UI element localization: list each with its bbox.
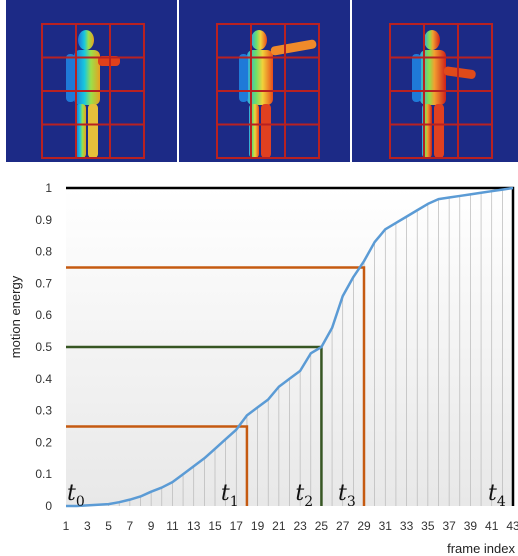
t4-subscript: 4 bbox=[497, 494, 506, 510]
depth-frames-strip bbox=[6, 0, 518, 162]
x-tick-label: 23 bbox=[293, 519, 307, 533]
x-tick-label: 29 bbox=[357, 519, 371, 533]
t2-subscript: 2 bbox=[304, 494, 313, 510]
threshold-guide-t3 bbox=[66, 266, 366, 506]
x-tick-label: 3 bbox=[84, 519, 91, 533]
y-tick-label: 0.3 bbox=[35, 404, 52, 418]
x-tick-label: 31 bbox=[379, 519, 393, 533]
y-tick-label: 0.7 bbox=[35, 276, 52, 290]
y-tick-label: 0.8 bbox=[35, 245, 52, 259]
t3-subscript: 3 bbox=[347, 494, 356, 510]
left-arm bbox=[66, 54, 75, 102]
depth-frame-3 bbox=[352, 0, 518, 162]
x-tick-label: 19 bbox=[251, 519, 265, 533]
x-tick-label: 5 bbox=[105, 519, 112, 533]
right-arm bbox=[270, 39, 317, 56]
x-tick-label: 11 bbox=[166, 519, 179, 533]
x-tick-label: 43 bbox=[506, 519, 518, 533]
x-tick-label: 9 bbox=[148, 519, 155, 533]
t1-subscript: 1 bbox=[230, 494, 239, 510]
y-axis-label: motion energy bbox=[8, 275, 23, 358]
x-tick-label: 13 bbox=[187, 519, 201, 533]
right-leg bbox=[88, 104, 98, 158]
x-tick-label: 7 bbox=[127, 519, 134, 533]
head bbox=[78, 30, 94, 50]
grid-overlay bbox=[41, 23, 145, 159]
left-arm bbox=[239, 54, 248, 102]
left-leg bbox=[76, 104, 86, 158]
y-tick-label: 0.1 bbox=[35, 467, 52, 481]
chart-svg: 00.10.20.30.40.50.60.70.80.911 3 5 7 9 11 13 15… bbox=[8, 181, 518, 556]
right-arm bbox=[443, 66, 476, 79]
x-axis-ticks: 1 3 5 7 9 11 13 15 17 19 21 23 25 27 29 31 33 35 37 39 41 43 bbox=[63, 519, 518, 533]
y-tick-label: 0.2 bbox=[35, 435, 52, 449]
x-tick-label: 39 bbox=[464, 519, 478, 533]
right-leg bbox=[434, 104, 444, 158]
y-tick-label: 0.5 bbox=[35, 340, 52, 354]
y-axis-ticks: 0 0.1 0.2 0.3 0.4 0.5 0.6 0.7 0.8 0.9 1 bbox=[35, 181, 52, 513]
x-tick-label: 15 bbox=[208, 519, 222, 533]
x-tick-label: 21 bbox=[272, 519, 286, 533]
y-tick-label: 1 bbox=[45, 181, 52, 195]
y-tick-label: 0.6 bbox=[35, 308, 52, 322]
x-axis-label: frame index bbox=[447, 541, 515, 556]
y-tick-label: 0 bbox=[45, 499, 52, 513]
motion-energy-chart: 0 0.1 0.2 0.3 0.4 0.5 0.6 0.7 0.8 0.9 1 1 3 5 7 9 11 13 15… bbox=[0, 162, 518, 556]
x-tick-label: 41 bbox=[485, 519, 499, 533]
depth-frame-2 bbox=[179, 0, 350, 162]
motion-energy-curve bbox=[66, 186, 514, 508]
threshold-guide-t1 bbox=[66, 425, 249, 506]
x-tick-label: 27 bbox=[336, 519, 350, 533]
right-leg bbox=[261, 104, 271, 158]
left-arm bbox=[412, 54, 421, 102]
person-silhouette bbox=[66, 30, 120, 158]
x-tick-label: 25 bbox=[315, 519, 329, 533]
x-tick-label: 17 bbox=[230, 519, 244, 533]
x-tick-label: 1 bbox=[63, 519, 70, 533]
grid-overlay bbox=[216, 23, 320, 159]
x-tick-label: 35 bbox=[421, 519, 435, 533]
x-tick-label: 37 bbox=[442, 519, 456, 533]
x-tick-label: 33 bbox=[400, 519, 414, 533]
head bbox=[251, 30, 267, 50]
person-silhouette bbox=[412, 30, 476, 158]
t0-subscript: 0 bbox=[76, 494, 85, 510]
head bbox=[424, 30, 440, 50]
depth-frame-1 bbox=[6, 0, 177, 162]
y-tick-label: 0.9 bbox=[35, 213, 52, 227]
grid-overlay bbox=[389, 23, 493, 159]
y-tick-label: 0.4 bbox=[35, 372, 52, 386]
